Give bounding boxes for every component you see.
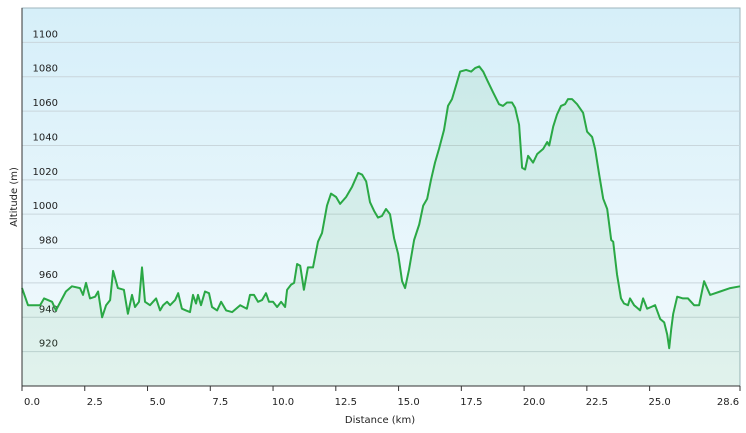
x-tick-label: 10.0 (272, 397, 294, 408)
y-tick-label: 1040 (33, 132, 58, 143)
y-tick-label: 940 (39, 304, 58, 315)
y-axis-title: Altitude (m) (9, 167, 20, 227)
area-fill (22, 66, 740, 387)
elevation-line (21, 65, 741, 350)
x-tick-label: 15.0 (397, 397, 419, 408)
plot-area (21, 7, 741, 387)
x-tick-label: 20.0 (523, 397, 545, 408)
x-tick-label: 2.5 (87, 397, 103, 408)
y-tick-label: 1020 (33, 167, 58, 178)
y-tick-label: 1100 (33, 29, 58, 40)
x-tick-label: 17.5 (460, 397, 482, 408)
x-tick-label: 12.5 (335, 397, 357, 408)
y-tick-label: 1060 (33, 98, 58, 109)
x-tick-label: 0.0 (24, 397, 40, 408)
y-tick-label: 960 (39, 270, 58, 281)
x-axis-title: Distance (km) (345, 415, 415, 426)
x-tick-label: 28.6 (717, 397, 739, 408)
y-tick-label: 1080 (33, 64, 58, 75)
x-tick-label: 5.0 (150, 397, 166, 408)
y-tick-label: 980 (39, 236, 58, 247)
x-tick-label: 25.0 (648, 397, 670, 408)
y-tick-label: 1000 (33, 201, 58, 212)
x-tick-label: 7.5 (212, 397, 228, 408)
y-tick-label: 920 (39, 339, 58, 350)
x-tick-label: 22.5 (586, 397, 608, 408)
